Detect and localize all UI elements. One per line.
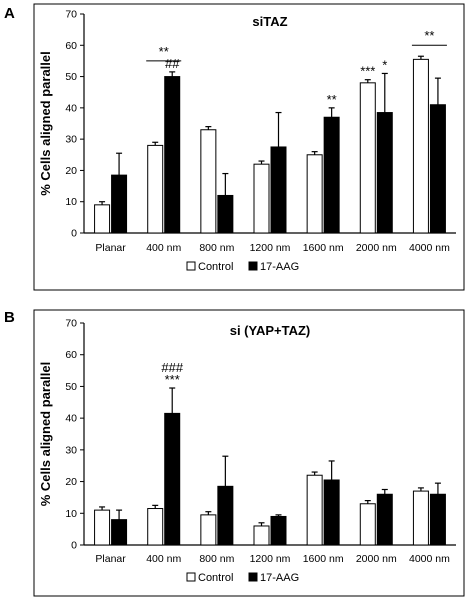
bar-control (306, 474, 323, 546)
y-tick-label: 20 (65, 165, 77, 177)
x-tick-label: 4000 nm (409, 242, 450, 254)
x-tick-label: Planar (95, 553, 126, 565)
y-tick-label: 30 (65, 134, 77, 146)
legend-label: 17-AAG (260, 572, 299, 584)
bar-control (147, 508, 164, 546)
bar-17-aag (111, 519, 128, 546)
legend-swatch-17-aag (248, 261, 258, 271)
legend-label: Control (198, 572, 233, 584)
bar-17-aag (217, 194, 234, 234)
panel-frame (33, 309, 465, 597)
bar-17-aag (111, 174, 128, 234)
y-tick-label: 60 (65, 40, 77, 52)
bar-17-aag (217, 485, 234, 546)
legend-swatch-control (186, 572, 196, 582)
y-tick-label: 0 (71, 228, 77, 240)
bar-17-aag (164, 76, 181, 234)
bar-17-aag (323, 116, 340, 234)
x-tick-label: 400 nm (146, 242, 181, 254)
significance-mark: ## (165, 56, 180, 71)
chart-title: siTAZ (252, 14, 287, 29)
x-tick-label: 4000 nm (409, 553, 450, 565)
bar-control (253, 163, 270, 234)
panel-label: A (4, 5, 15, 22)
x-tick-label: 1600 nm (303, 242, 344, 254)
y-tick-label: 20 (65, 476, 77, 488)
y-tick-label: 50 (65, 71, 77, 83)
bar-control (359, 503, 376, 546)
bar-17-aag (429, 104, 446, 234)
bar-control (200, 129, 217, 234)
bar-control (359, 82, 376, 234)
bar-17-aag (429, 493, 446, 546)
bar-17-aag (270, 146, 287, 234)
y-tick-label: 0 (71, 540, 77, 552)
bar-control (306, 154, 323, 234)
chart-title: si (YAP+TAZ) (230, 323, 311, 338)
y-tick-label: 30 (65, 444, 77, 456)
significance-mark: ** (327, 92, 337, 107)
y-tick-label: 10 (65, 508, 77, 520)
bar-control (94, 509, 111, 546)
bar-control (147, 144, 164, 234)
x-tick-label: 1200 nm (250, 242, 291, 254)
significance-mark: *** (360, 64, 375, 79)
x-tick-label: 1600 nm (303, 553, 344, 565)
significance-mark: ** (159, 44, 169, 59)
legend-swatch-control (186, 261, 196, 271)
x-tick-label: 2000 nm (356, 553, 397, 565)
legend-swatch-17-aag (248, 572, 258, 582)
x-tick-label: 400 nm (146, 553, 181, 565)
bar-control (200, 514, 217, 546)
bar-17-aag (376, 493, 393, 546)
bar-control (253, 525, 270, 546)
legend-label: 17-AAG (260, 261, 299, 273)
panel-label: B (4, 309, 15, 326)
panel-frame (33, 3, 465, 291)
y-axis-label: % Cells aligned parallel (38, 51, 53, 196)
y-tick-label: 70 (65, 318, 77, 330)
bar-17-aag (376, 112, 393, 234)
bar-control (412, 58, 429, 234)
bar-17-aag (270, 515, 287, 546)
bar-control (412, 490, 429, 546)
y-tick-label: 60 (65, 349, 77, 361)
bar-17-aag (164, 412, 181, 546)
legend-label: Control (198, 261, 233, 273)
bar-17-aag (323, 479, 340, 546)
y-tick-label: 70 (65, 9, 77, 21)
x-tick-label: Planar (95, 242, 126, 254)
significance-mark: *** (165, 372, 180, 387)
x-tick-label: 1200 nm (250, 553, 291, 565)
y-tick-label: 40 (65, 413, 77, 425)
y-tick-label: 40 (65, 102, 77, 114)
significance-mark: ** (424, 28, 434, 43)
x-tick-label: 2000 nm (356, 242, 397, 254)
y-tick-label: 50 (65, 381, 77, 393)
y-tick-label: 10 (65, 196, 77, 208)
bar-control (94, 204, 111, 234)
y-axis-label: % Cells aligned parallel (38, 362, 53, 507)
significance-mark: * (382, 57, 387, 72)
x-tick-label: 800 nm (199, 553, 234, 565)
x-tick-label: 800 nm (199, 242, 234, 254)
significance-mark: ### (161, 360, 183, 375)
